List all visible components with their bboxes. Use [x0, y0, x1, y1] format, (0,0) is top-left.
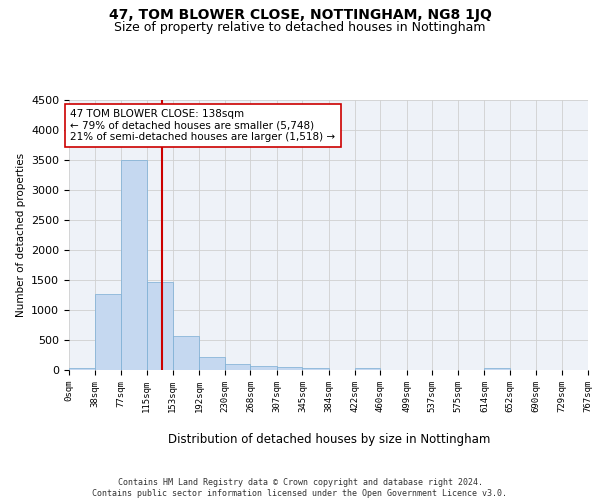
- Bar: [121, 160, 147, 370]
- Bar: [355, 368, 380, 370]
- Y-axis label: Number of detached properties: Number of detached properties: [16, 153, 26, 317]
- Text: Distribution of detached houses by size in Nottingham: Distribution of detached houses by size …: [167, 432, 490, 446]
- Bar: [69, 368, 95, 370]
- Text: 47 TOM BLOWER CLOSE: 138sqm
← 79% of detached houses are smaller (5,748)
21% of : 47 TOM BLOWER CLOSE: 138sqm ← 79% of det…: [70, 109, 335, 142]
- Bar: [173, 336, 199, 370]
- Bar: [199, 357, 224, 370]
- Text: 47, TOM BLOWER CLOSE, NOTTINGHAM, NG8 1JQ: 47, TOM BLOWER CLOSE, NOTTINGHAM, NG8 1J…: [109, 8, 491, 22]
- Bar: [277, 367, 302, 370]
- Bar: [302, 368, 329, 370]
- Bar: [224, 364, 250, 370]
- Bar: [250, 366, 277, 370]
- Bar: [147, 282, 173, 370]
- Bar: [484, 368, 510, 370]
- Bar: [95, 294, 121, 370]
- Text: Size of property relative to detached houses in Nottingham: Size of property relative to detached ho…: [114, 21, 486, 34]
- Text: Contains HM Land Registry data © Crown copyright and database right 2024.
Contai: Contains HM Land Registry data © Crown c…: [92, 478, 508, 498]
